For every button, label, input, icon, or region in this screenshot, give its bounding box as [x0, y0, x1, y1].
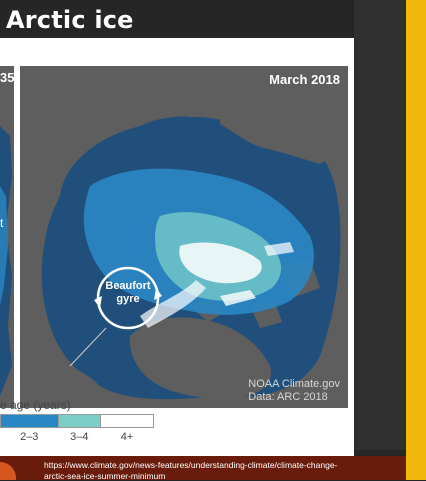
legend-swatch-1	[1, 415, 58, 427]
legend-label-2: 3–4	[70, 431, 89, 443]
gyre-label: Beaufort gyre	[98, 280, 158, 306]
greenland	[220, 102, 331, 164]
gyre-label-line1: Beaufort	[105, 280, 151, 292]
left-panel-letter: t	[0, 216, 4, 230]
data-credit: NOAA Climate.gov Data: ARC 2018	[248, 378, 340, 404]
slide-title: Arctic ice	[6, 6, 134, 34]
left-panel-label: 35	[0, 70, 14, 85]
arctic-map	[20, 66, 348, 408]
legend-label-3: 4+	[120, 431, 134, 443]
source-band	[0, 456, 406, 480]
beaufort-gyre-marker	[94, 266, 162, 330]
ice-4-plus	[179, 242, 262, 284]
left-map-panel: 35 t	[0, 66, 14, 408]
legend-swatch-3	[99, 415, 153, 427]
source-url-line1[interactable]: https://www.climate.gov/news-features/un…	[44, 460, 338, 470]
canada-archipelago	[129, 317, 271, 399]
ice-age-figure: 35 t	[0, 38, 354, 456]
corner-accent	[0, 462, 16, 480]
gyre-label-line2: gyre	[116, 293, 140, 305]
legend-title: e age (years)	[0, 398, 71, 412]
source-url-line2[interactable]: arctic-sea-ice-summer-minimum	[44, 471, 166, 481]
legend-swatch-2	[58, 415, 100, 427]
credit-line1: NOAA Climate.gov	[248, 378, 340, 390]
accent-strip	[406, 0, 426, 480]
main-panel-label: March 2018	[269, 72, 340, 87]
legend-bar	[0, 414, 154, 428]
alaska	[20, 362, 100, 408]
main-map-panel: March 2018 Beaufort gyre NOAA Climate.go…	[20, 66, 348, 408]
legend-label-1: 2–3	[20, 431, 39, 443]
left-map-graphic	[0, 66, 14, 408]
credit-line2: Data: ARC 2018	[248, 391, 328, 403]
background-panel	[354, 0, 406, 450]
